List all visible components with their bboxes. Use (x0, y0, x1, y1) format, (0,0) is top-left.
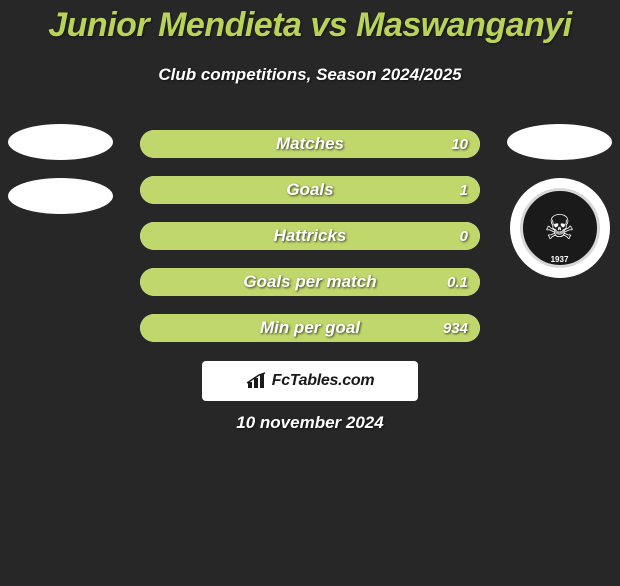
stat-row-matches: Matches10 (140, 130, 480, 158)
stat-label: Goals per match (140, 268, 480, 296)
stat-label: Goals (140, 176, 480, 204)
stat-label: Matches (140, 130, 480, 158)
stat-row-hattricks: Hattricks0 (140, 222, 480, 250)
page-title: Junior Mendieta vs Maswanganyi (0, 6, 620, 45)
stats-chart: Matches10Goals1Hattricks0Goals per match… (140, 130, 480, 360)
stat-label: Min per goal (140, 314, 480, 342)
ellipse-shape (8, 178, 113, 214)
subtitle: Club competitions, Season 2024/2025 (0, 65, 620, 85)
ellipse-shape (507, 124, 612, 160)
stat-row-goals_per_match: Goals per match0.1 (140, 268, 480, 296)
stat-label: Hattricks (140, 222, 480, 250)
pirates-crest: ☠ 1937 (510, 178, 610, 278)
date-line: 10 november 2024 (0, 413, 620, 433)
bar-chart-icon (246, 372, 268, 390)
skull-icon: ☠ 1937 (520, 188, 600, 268)
stat-value-right: 934 (443, 314, 468, 342)
stat-row-min_per_goal: Min per goal934 (140, 314, 480, 342)
skull-glyph: ☠ (544, 208, 574, 248)
stat-value-right: 1 (460, 176, 468, 204)
left-club-badge (8, 124, 113, 279)
crest-year: 1937 (551, 255, 569, 264)
stat-value-right: 10 (451, 130, 468, 158)
branding-text: FcTables.com (272, 372, 375, 390)
branding-badge: FcTables.com (202, 361, 418, 401)
ellipse-shape (8, 124, 113, 160)
stat-value-right: 0.1 (447, 268, 468, 296)
stat-row-goals: Goals1 (140, 176, 480, 204)
stat-value-right: 0 (460, 222, 468, 250)
right-club-badge: ☠ 1937 (507, 124, 612, 279)
